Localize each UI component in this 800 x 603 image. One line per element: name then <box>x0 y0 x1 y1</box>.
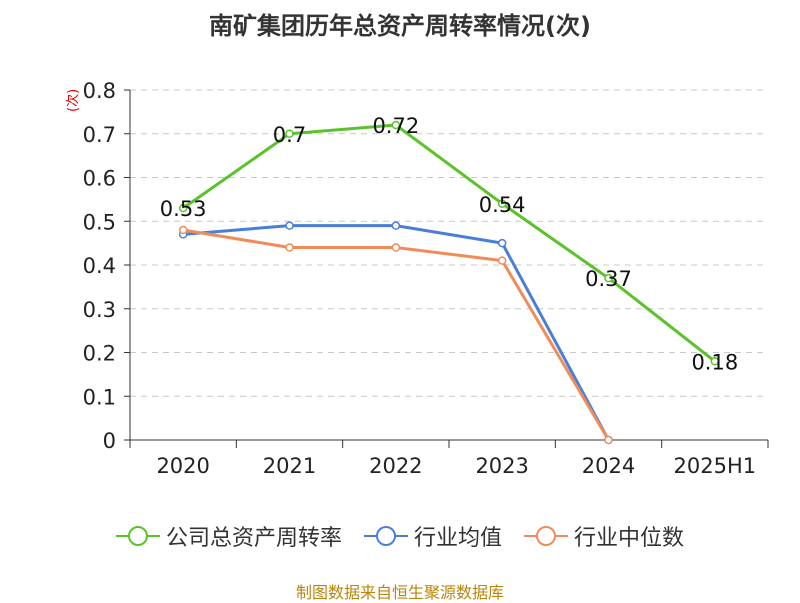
y-tick-label: 0.6 <box>83 167 116 191</box>
x-tick-label: 2022 <box>369 454 422 478</box>
legend-item-industry-mean[interactable]: 行业均值 <box>363 520 502 552</box>
legend-swatch-company <box>115 526 160 546</box>
data-point[interactable] <box>604 273 613 283</box>
data-point[interactable] <box>497 256 507 265</box>
data-label: 0.18 <box>691 350 738 374</box>
series-line-0 <box>182 123 716 363</box>
data-point[interactable] <box>391 221 401 230</box>
data-point[interactable] <box>285 129 294 138</box>
data-source-note: 制图数据来自恒生聚源数据库 <box>295 583 504 602</box>
legend-swatch-industry-mean <box>363 526 408 546</box>
legend-label-industry-mean: 行业均值 <box>413 526 502 551</box>
y-tick-label: 0.7 <box>83 123 116 147</box>
data-point[interactable] <box>391 243 401 252</box>
y-tick-label: 0.4 <box>83 254 116 278</box>
x-tick-label: 2020 <box>156 454 209 478</box>
data-label: 0.37 <box>585 267 632 291</box>
data-label: 0.7 <box>273 123 306 147</box>
data-point[interactable] <box>604 435 613 445</box>
y-tick-label: 0.2 <box>83 342 116 366</box>
data-point[interactable] <box>710 357 720 366</box>
data-point[interactable] <box>497 199 507 208</box>
data-label: 0.54 <box>479 193 526 217</box>
y-tick-label: 0.5 <box>83 210 116 234</box>
x-tick-label: 2023 <box>475 454 528 478</box>
series-layer <box>178 120 720 445</box>
label-layer: 0.53 0.7 0.72 0.54 0.37 0.18 <box>160 114 738 374</box>
data-point[interactable] <box>285 243 294 252</box>
legend: 公司总资产周转率 行业均值 行业中位数 <box>0 520 800 552</box>
legend-item-company[interactable]: 公司总资产周转率 <box>115 520 342 552</box>
legend-label-company: 公司总资产周转率 <box>165 526 342 551</box>
data-point[interactable] <box>178 225 188 235</box>
x-tick-label: 2025H1 <box>674 454 757 478</box>
chart-title: 南矿集团历年总资产周转率情况(次) <box>209 12 591 40</box>
y-tick-label: 0.8 <box>83 79 116 103</box>
grid-layer <box>130 89 768 397</box>
x-tick-label: 2024 <box>582 454 635 478</box>
y-tick-label: 0.3 <box>83 298 116 322</box>
data-label: 0.53 <box>160 197 207 221</box>
legend-swatch-industry-median <box>524 526 568 546</box>
data-point[interactable] <box>497 238 507 248</box>
y-tick-label: 0 <box>103 429 116 453</box>
legend-item-industry-median[interactable]: 行业中位数 <box>524 520 684 552</box>
data-point[interactable] <box>391 120 401 130</box>
data-label: 0.72 <box>372 114 419 138</box>
data-point[interactable] <box>285 221 294 230</box>
series-line-2 <box>182 228 610 441</box>
axis-layer: 0 0.1 0.2 0.3 0.4 0.5 0.6 0.7 0.8 2020 2021 2022 202… <box>83 79 769 478</box>
y-tick-label: 0.1 <box>83 385 116 409</box>
x-tick-label: 2021 <box>263 454 316 478</box>
data-point[interactable] <box>178 203 188 213</box>
legend-label-industry-median: 行业中位数 <box>574 526 685 551</box>
